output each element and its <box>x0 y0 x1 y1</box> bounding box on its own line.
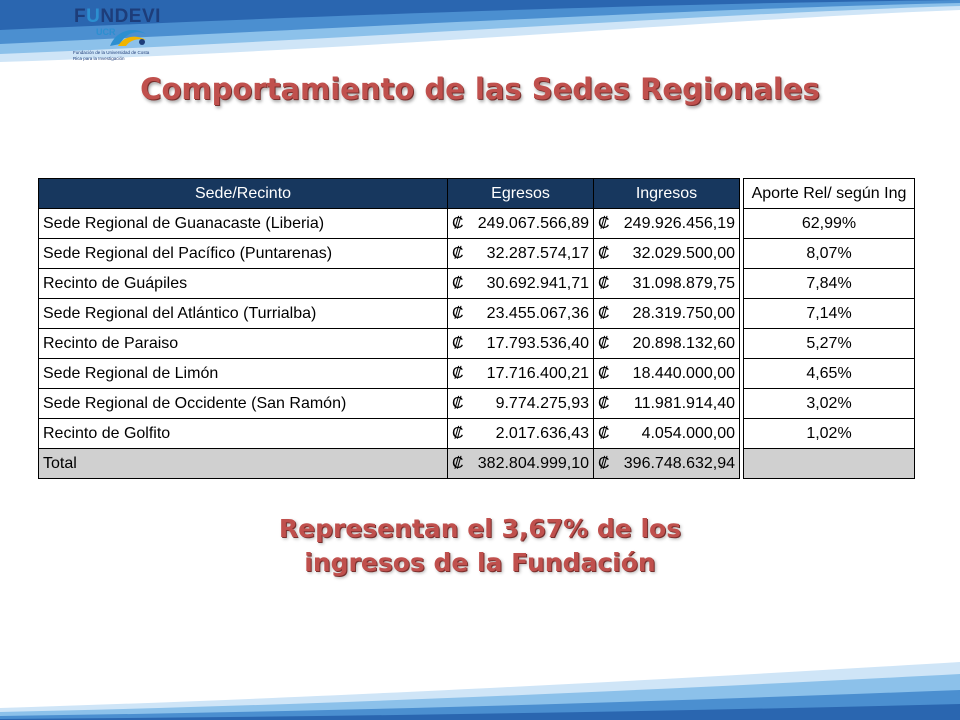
table-row: Sede Regional de Limón ₡ 17.716.400,21 ₡ 1… <box>38 358 915 389</box>
currency-symbol: ₡ <box>452 274 464 292</box>
cell-aporte <box>743 448 915 479</box>
egresos-value: 17.793.536,40 <box>486 334 589 352</box>
cell-aporte: 5,27% <box>743 328 915 359</box>
egresos-value: 249.067.566,89 <box>477 214 589 232</box>
ingresos-value: 4.054.000,00 <box>641 424 735 442</box>
egresos-value: 2.017.636,43 <box>495 424 589 442</box>
egresos-value: 32.287.574,17 <box>486 244 589 262</box>
currency-symbol: ₡ <box>452 454 464 472</box>
egresos-value: 17.716.400,21 <box>486 364 589 382</box>
header-sede: Sede/Recinto <box>38 178 448 209</box>
cell-ingresos: ₡ 4.054.000,00 <box>593 418 740 449</box>
cell-ingresos: ₡ 396.748.632,94 <box>593 448 740 479</box>
currency-symbol: ₡ <box>598 304 610 322</box>
table-header-row: Sede/Recinto Egresos Ingresos Aporte Rel… <box>38 178 915 209</box>
top-wave-band <box>0 0 960 62</box>
egresos-value: 9.774.275,93 <box>495 394 589 412</box>
cell-aporte: 62,99% <box>743 208 915 239</box>
cell-egresos: ₡ 32.287.574,17 <box>447 238 594 269</box>
summary-note-line1: Representan el 3,67% de los <box>278 514 682 543</box>
header-egresos: Egresos <box>447 178 594 209</box>
ingresos-value: 20.898.132,60 <box>632 334 735 352</box>
ingresos-value: 28.319.750,00 <box>632 304 735 322</box>
cell-sede: Recinto de Guápiles <box>38 268 448 299</box>
currency-symbol: ₡ <box>452 304 464 322</box>
cell-egresos: ₡ 17.716.400,21 <box>447 358 594 389</box>
cell-sede: Sede Regional de Occidente (San Ramón) <box>38 388 448 419</box>
cell-ingresos: ₡ 249.926.456,19 <box>593 208 740 239</box>
ingresos-value: 396.748.632,94 <box>623 454 735 472</box>
cell-sede: Recinto de Paraiso <box>38 328 448 359</box>
cell-aporte: 3,02% <box>743 388 915 419</box>
egresos-value: 23.455.067,36 <box>486 304 589 322</box>
cell-aporte: 4,65% <box>743 358 915 389</box>
cell-sede: Sede Regional del Atlántico (Turrialba) <box>38 298 448 329</box>
logo-wordmark: FUNDEVI <box>74 6 161 27</box>
cell-aporte: 7,84% <box>743 268 915 299</box>
cell-sede: Total <box>38 448 448 479</box>
cell-egresos: ₡ 30.692.941,71 <box>447 268 594 299</box>
cell-egresos: ₡ 382.804.999,10 <box>447 448 594 479</box>
cell-aporte: 8,07% <box>743 238 915 269</box>
cell-egresos: ₡ 249.067.566,89 <box>447 208 594 239</box>
table-row: Sede Regional del Atlántico (Turrialba) … <box>38 298 915 329</box>
egresos-value: 30.692.941,71 <box>486 274 589 292</box>
table-body: Sede Regional de Guanacaste (Liberia) ₡ 2… <box>38 208 915 479</box>
page-title: Comportamiento de las Sedes Regionales <box>140 72 820 106</box>
summary-note-line2: ingresos de la Fundación <box>304 548 656 577</box>
cell-sede: Recinto de Golfito <box>38 418 448 449</box>
cell-ingresos: ₡ 31.098.879,75 <box>593 268 740 299</box>
table-total-row: Total ₡ 382.804.999,10 ₡ 396.748.632,94 <box>38 448 915 479</box>
table-row: Sede Regional del Pacífico (Puntarenas) … <box>38 238 915 269</box>
currency-symbol: ₡ <box>598 424 610 442</box>
currency-symbol: ₡ <box>598 364 610 382</box>
ingresos-value: 31.098.879,75 <box>632 274 735 292</box>
currency-symbol: ₡ <box>598 454 610 472</box>
wave-swirl-icon <box>110 30 146 46</box>
cell-egresos: ₡ 17.793.536,40 <box>447 328 594 359</box>
ingresos-value: 11.981.914,40 <box>633 394 735 412</box>
cell-ingresos: ₡ 32.029.500,00 <box>593 238 740 269</box>
cell-ingresos: ₡ 11.981.914,40 <box>593 388 740 419</box>
egresos-value: 382.804.999,10 <box>477 454 589 472</box>
currency-symbol: ₡ <box>598 244 610 262</box>
currency-symbol: ₡ <box>452 214 464 232</box>
cell-ingresos: ₡ 28.319.750,00 <box>593 298 740 329</box>
cell-egresos: ₡ 9.774.275,93 <box>447 388 594 419</box>
header-aporte: Aporte Rel/ según Ing <box>743 178 915 209</box>
cell-aporte: 7,14% <box>743 298 915 329</box>
logo-subtitle: Fundación de la Universidad de Costa Ric… <box>73 50 150 61</box>
cell-sede: Sede Regional de Limón <box>38 358 448 389</box>
currency-symbol: ₡ <box>598 334 610 352</box>
currency-symbol: ₡ <box>598 274 610 292</box>
sedes-table: Sede/Recinto Egresos Ingresos Aporte Rel… <box>38 178 915 479</box>
table-row: Sede Regional de Occidente (San Ramón) ₡… <box>38 388 915 419</box>
cell-sede: Sede Regional de Guanacaste (Liberia) <box>38 208 448 239</box>
cell-egresos: ₡ 23.455.067,36 <box>447 298 594 329</box>
currency-symbol: ₡ <box>452 364 464 382</box>
table-row: Recinto de Guápiles ₡ 30.692.941,71 ₡ 31.0… <box>38 268 915 299</box>
cell-ingresos: ₡ 18.440.000,00 <box>593 358 740 389</box>
header-ingresos: Ingresos <box>593 178 740 209</box>
ingresos-value: 249.926.456,19 <box>623 214 735 232</box>
currency-symbol: ₡ <box>598 214 610 232</box>
cell-aporte: 1,02% <box>743 418 915 449</box>
ingresos-value: 32.029.500,00 <box>632 244 735 262</box>
cell-egresos: ₡ 2.017.636,43 <box>447 418 594 449</box>
currency-symbol: ₡ <box>452 424 464 442</box>
table-row: Sede Regional de Guanacaste (Liberia) ₡ 2… <box>38 208 915 239</box>
ingresos-value: 18.440.000,00 <box>632 364 735 382</box>
logo-ucr-letters: UCR <box>96 27 116 37</box>
currency-symbol: ₡ <box>452 394 464 412</box>
currency-symbol: ₡ <box>598 394 610 412</box>
cell-sede: Sede Regional del Pacífico (Puntarenas) <box>38 238 448 269</box>
cell-ingresos: ₡ 20.898.132,60 <box>593 328 740 359</box>
currency-symbol: ₡ <box>452 334 464 352</box>
fundevi-logo: FUNDEVI UCR Fundación de la Universidad … <box>68 6 161 66</box>
table-row: Recinto de Paraiso ₡ 17.793.536,40 ₡ 20.89… <box>38 328 915 359</box>
bottom-wave-band <box>0 662 960 720</box>
currency-symbol: ₡ <box>452 244 464 262</box>
table-row: Recinto de Golfito ₡ 2.017.636,43 ₡ 4.054.… <box>38 418 915 449</box>
summary-note: Representan el 3,67% de los ingresos de … <box>0 512 960 580</box>
